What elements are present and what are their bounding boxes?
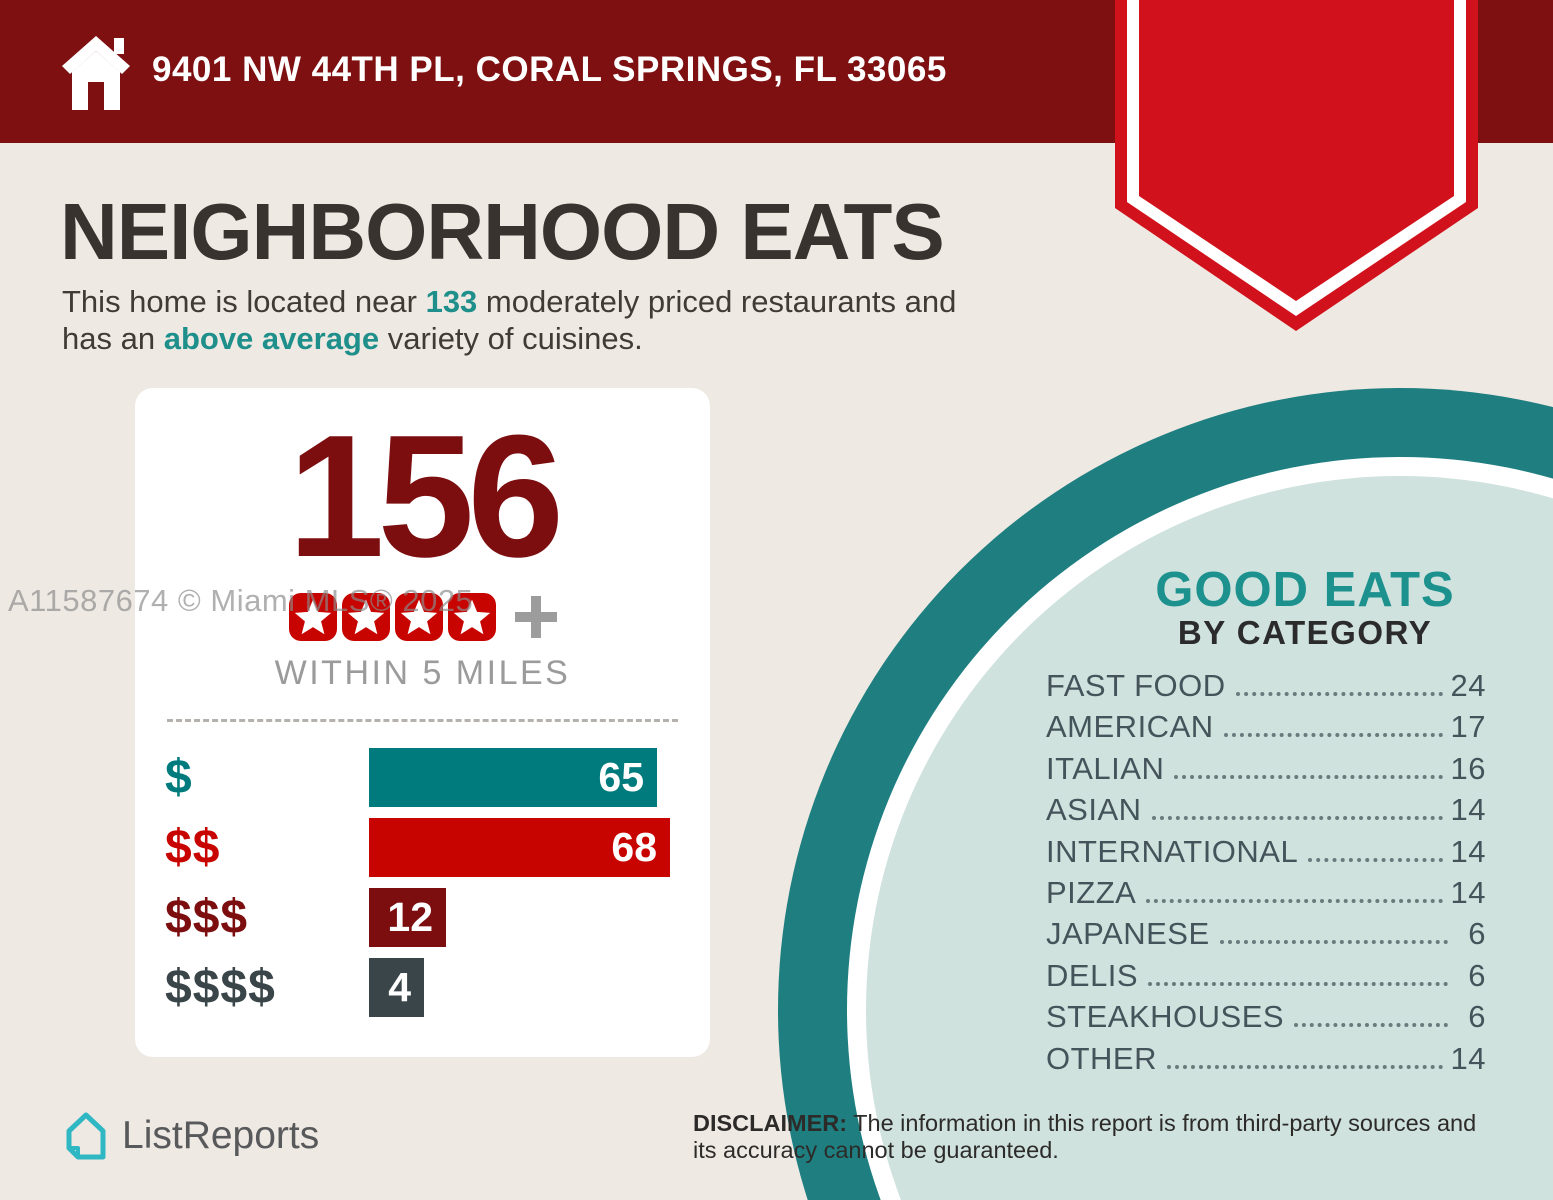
category-count: 6 bbox=[1468, 999, 1486, 1035]
price-bar: 12 bbox=[369, 888, 446, 947]
star-icon bbox=[447, 593, 496, 641]
restaurant-stats-card: 156 WITHIN 5 MILES $ 65 $$ 68 $$$ 12 bbox=[135, 388, 710, 1057]
mls-watermark: A11587674 © Miami MLS® 2025 bbox=[8, 583, 474, 618]
category-label: INTERNATIONAL bbox=[1046, 833, 1299, 869]
star-icon bbox=[288, 593, 337, 641]
category-count: 14 bbox=[1450, 1040, 1486, 1076]
dotted-leader bbox=[1219, 940, 1448, 945]
price-bar-value: 12 bbox=[387, 894, 433, 940]
category-count: 14 bbox=[1450, 792, 1486, 828]
food-report-ribbon bbox=[1115, 0, 1478, 331]
intro-line2-suffix: variety of cuisines. bbox=[379, 321, 643, 356]
price-bar-value: 65 bbox=[598, 754, 644, 800]
category-row: DELIS 6 bbox=[1046, 958, 1486, 999]
star-icon bbox=[341, 593, 390, 641]
category-label: OTHER bbox=[1046, 1040, 1157, 1076]
category-row: ITALIAN 16 bbox=[1046, 751, 1486, 792]
dotted-leader bbox=[1146, 898, 1443, 903]
good-eats-category-list: FAST FOOD 24 AMERICAN 17 ITALIAN 16 ASIAN 14… bbox=[1046, 668, 1486, 1082]
price-tier-bar-chart: $ 65 $$ 68 $$$ 12 $$$$ 4 bbox=[135, 748, 710, 1017]
dotted-leader bbox=[1174, 774, 1443, 779]
price-tier-label: $$$$ bbox=[165, 961, 276, 1014]
category-count: 24 bbox=[1450, 668, 1486, 703]
dashed-divider bbox=[167, 719, 678, 722]
listreports-logo-icon bbox=[66, 1112, 106, 1160]
price-tier-label: $$$ bbox=[165, 891, 249, 944]
disclaimer-body: The information in this report is from t… bbox=[693, 1110, 1477, 1163]
dotted-leader bbox=[1167, 1064, 1443, 1069]
category-count: 6 bbox=[1468, 916, 1486, 952]
disclaimer-label: DISCLAIMER: bbox=[693, 1110, 848, 1136]
category-label: STEAKHOUSES bbox=[1046, 999, 1285, 1035]
category-count: 6 bbox=[1468, 957, 1486, 993]
price-bar-value: 68 bbox=[611, 824, 657, 870]
category-count: 14 bbox=[1450, 833, 1486, 869]
dotted-leader bbox=[1294, 1023, 1448, 1028]
category-row: STEAKHOUSES 6 bbox=[1046, 999, 1486, 1040]
price-bar-row: $$$ 12 bbox=[165, 888, 710, 947]
price-bar-row: $ 65 bbox=[165, 748, 710, 807]
restaurant-count: 133 bbox=[425, 284, 478, 319]
page-title: NEIGHBORHOOD EATS bbox=[60, 187, 945, 276]
price-tier-label: $ bbox=[165, 751, 193, 804]
category-row: JAPANESE 6 bbox=[1046, 916, 1486, 957]
category-count: 17 bbox=[1450, 709, 1486, 745]
price-bar: 65 bbox=[369, 748, 657, 807]
intro-line1-suffix: moderately priced restaurants and bbox=[477, 284, 957, 319]
good-eats-subtitle: BY CATEGORY bbox=[1177, 614, 1433, 651]
category-row: PIZZA 14 bbox=[1046, 875, 1486, 916]
property-address: 9401 NW 44TH PL, CORAL SPRINGS, FL 33065 bbox=[152, 50, 947, 89]
dotted-leader bbox=[1223, 733, 1443, 738]
intro-line1-prefix: This home is located near bbox=[62, 284, 426, 319]
intro-line2-prefix: has an bbox=[62, 321, 164, 356]
price-bar-value: 4 bbox=[388, 964, 411, 1010]
dotted-leader bbox=[1148, 981, 1448, 986]
price-bar: 68 bbox=[369, 818, 670, 877]
radius-label: WITHIN 5 MILES bbox=[274, 654, 571, 692]
category-label: JAPANESE bbox=[1046, 916, 1210, 952]
price-bar-row: $$$$ 4 bbox=[165, 958, 710, 1017]
dotted-leader bbox=[1308, 857, 1443, 862]
price-bar: 4 bbox=[369, 958, 424, 1017]
total-restaurant-count: 156 bbox=[287, 398, 564, 593]
category-row: FAST FOOD 24 bbox=[1046, 668, 1486, 709]
category-label: ITALIAN bbox=[1046, 750, 1165, 786]
category-label: FAST FOOD bbox=[1046, 668, 1226, 703]
category-row: OTHER 14 bbox=[1046, 1041, 1486, 1082]
plus-icon bbox=[514, 596, 557, 638]
price-bar-row: $$ 68 bbox=[165, 818, 710, 877]
intro-text: This home is located near 133 moderately… bbox=[62, 283, 1102, 357]
category-row: ASIAN 14 bbox=[1046, 792, 1486, 833]
category-label: ASIAN bbox=[1046, 792, 1142, 828]
disclaimer-text: DISCLAIMER: The information in this repo… bbox=[693, 1110, 1493, 1164]
listreports-brand-text: ListReports bbox=[122, 1114, 320, 1157]
home-icon bbox=[62, 36, 130, 110]
category-count: 14 bbox=[1450, 874, 1486, 910]
star-rating-row bbox=[135, 592, 710, 642]
dotted-leader bbox=[1151, 816, 1443, 821]
dotted-leader bbox=[1235, 692, 1443, 696]
category-row: AMERICAN 17 bbox=[1046, 709, 1486, 750]
variety-highlight: above average bbox=[163, 321, 380, 356]
star-icon bbox=[394, 593, 443, 641]
price-tier-label: $$ bbox=[165, 821, 221, 874]
good-eats-title: GOOD EATS bbox=[1155, 563, 1455, 617]
category-label: DELIS bbox=[1046, 957, 1139, 993]
category-count: 16 bbox=[1450, 750, 1486, 786]
category-label: PIZZA bbox=[1046, 874, 1137, 910]
category-label: AMERICAN bbox=[1046, 709, 1214, 745]
category-row: INTERNATIONAL 14 bbox=[1046, 834, 1486, 875]
